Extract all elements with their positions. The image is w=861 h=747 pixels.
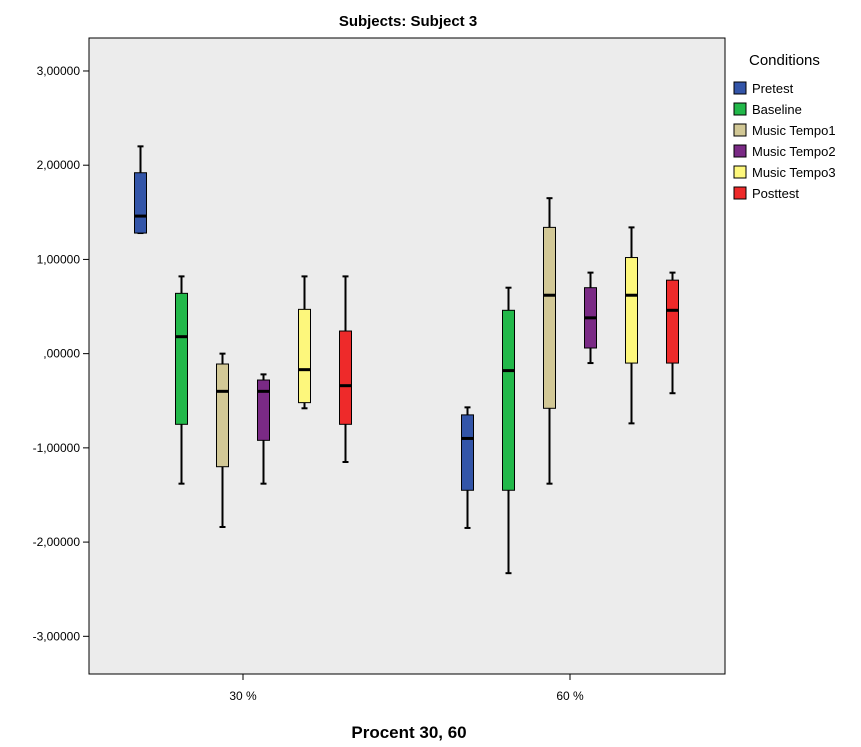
y-tick-label: -2,00000 <box>33 535 81 549</box>
box-music-tempo3-0 <box>298 275 311 410</box>
legend-label: Music Tempo3 <box>752 165 836 180</box>
legend: Conditions Pretest Baseline Music Tempo1 Mu… <box>733 52 836 201</box>
y-tick-label: 1,00000 <box>37 252 81 266</box>
x-tick-label: 60 % <box>556 689 584 703</box>
iqr-box <box>625 257 638 364</box>
x-axis-title: Procent 30, 60 <box>351 723 466 742</box>
box-music-tempo2-0 <box>257 373 270 485</box>
y-tick-label: 2,00000 <box>37 158 81 172</box>
x-axis: 30 % 60 % <box>229 674 584 703</box>
y-tick-label: -1,00000 <box>33 441 81 455</box>
y-tick-label: 3,00000 <box>37 64 81 78</box>
iqr-box <box>502 309 515 491</box>
box-music-tempo1-1 <box>543 197 556 485</box>
legend-swatch <box>733 81 747 95</box>
box-baseline-1 <box>502 286 515 575</box>
y-tick-label: ,00000 <box>43 347 80 361</box>
legend-swatch <box>733 186 747 200</box>
iqr-box <box>134 172 147 234</box>
iqr-box <box>461 414 474 491</box>
legend-label: Pretest <box>752 81 794 96</box>
legend-swatch <box>733 102 747 116</box>
box-music-tempo3-1 <box>625 226 638 425</box>
legend-title: Conditions <box>749 52 820 69</box>
box-posttest-0 <box>339 275 352 463</box>
box-pretest-0 <box>134 145 147 235</box>
legend-swatch <box>733 144 747 158</box>
legend-label: Baseline <box>752 102 802 117</box>
iqr-box <box>543 226 556 409</box>
iqr-box <box>666 279 679 364</box>
legend-swatch <box>733 123 747 137</box>
y-tick-label: -3,00000 <box>33 629 81 643</box>
legend-label: Posttest <box>752 186 799 201</box>
y-axis: 3,00000 2,00000 1,00000 ,00000 -1,00000 -2,00… <box>33 64 89 643</box>
boxes <box>134 145 679 575</box>
legend-label: Music Tempo2 <box>752 144 836 159</box>
box-posttest-1 <box>666 271 679 395</box>
iqr-box <box>339 330 352 425</box>
plot-area <box>88 37 726 675</box>
iqr-box <box>298 308 311 404</box>
chart-title: Subjects: Subject 3 <box>339 13 477 30</box>
x-tick-label: 30 % <box>229 689 257 703</box>
iqr-box <box>216 363 229 468</box>
box-pretest-1 <box>461 406 474 529</box>
legend-swatch <box>733 165 747 179</box>
box-music-tempo1-0 <box>216 352 229 529</box>
legend-label: Music Tempo1 <box>752 123 836 138</box>
iqr-box <box>175 292 188 425</box>
box-baseline-0 <box>175 275 188 485</box>
iqr-box <box>257 379 270 441</box>
box-music-tempo2-1 <box>584 271 597 365</box>
